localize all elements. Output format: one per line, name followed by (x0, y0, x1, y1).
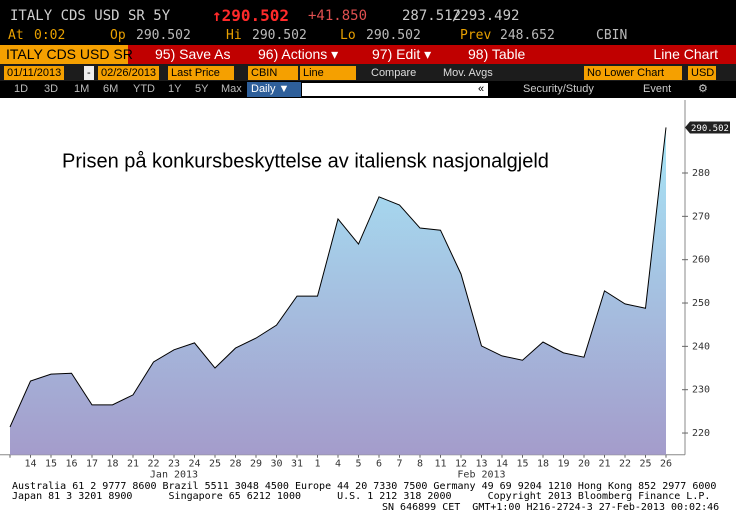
x-tick-label: 22 (147, 459, 159, 470)
stat-value: 290.502 (366, 28, 421, 43)
period-label: Jan 2013 (150, 470, 198, 480)
compare[interactable]: Compare (371, 67, 417, 79)
toolbar-button[interactable]: 96) Actions ▾ (258, 46, 339, 62)
x-tick-label: 19 (557, 459, 569, 470)
period[interactable]: 1Y (168, 83, 182, 95)
period[interactable]: 6M (103, 83, 119, 95)
line (9, 127, 667, 428)
event[interactable]: Event (643, 83, 672, 95)
toolbar-button[interactable]: 98) Table (468, 46, 526, 62)
stat-label: Hi (226, 28, 242, 43)
x-tick-label: 15 (516, 459, 528, 470)
toolbar-button[interactable]: 95) Save As (155, 46, 231, 62)
view-name: Line Chart (653, 46, 718, 62)
x-tick-label: 25 (639, 459, 651, 470)
x-tick-label: 21 (598, 459, 610, 470)
y-tick-label: 240 (692, 341, 710, 352)
frequency[interactable]: Daily ▼ (247, 82, 301, 97)
x-tick-label: 17 (86, 459, 98, 470)
x-tick-label: 11 (434, 459, 446, 470)
bid: 287.512 (402, 8, 462, 24)
source: CBIN (596, 28, 628, 43)
lower-chart[interactable]: No Lower Chart (584, 66, 682, 80)
collapse[interactable]: « (478, 83, 485, 95)
x-tick-label: 14 (496, 459, 508, 470)
x-tick-label: 18 (537, 459, 549, 470)
last-value-label: 290.502 (691, 124, 729, 134)
x-tick-label: 28 (229, 459, 241, 470)
stat-label: Op (110, 28, 126, 43)
x-tick-label: 14 (24, 459, 36, 470)
x-tick-label: 18 (106, 459, 118, 470)
studies[interactable]: Mov. Avgs (443, 67, 493, 79)
end-date[interactable]: 02/26/2013 (98, 66, 160, 80)
x-tick-label: 16 (65, 459, 77, 470)
settings-gear[interactable]: ⚙ (698, 83, 708, 95)
ask: /293.492 (452, 8, 520, 24)
chart: Prisen på konkursbeskyttelse av italiens… (0, 100, 730, 480)
toolbar (0, 45, 736, 64)
style-field[interactable]: Line (300, 66, 356, 80)
x-tick-label: 6 (376, 459, 382, 470)
x-tick-label: 8 (417, 459, 423, 470)
period[interactable]: Max (221, 83, 242, 95)
x-tick-label: 4 (335, 459, 341, 470)
currency[interactable]: USD (688, 66, 716, 80)
stat-value: 0:02 (34, 28, 66, 43)
change: +41.850 (308, 8, 368, 24)
period[interactable]: 3D (44, 83, 59, 95)
x-tick-label: 15 (45, 459, 57, 470)
period[interactable]: 5Y (195, 83, 209, 95)
toolbar-button[interactable]: 97) Edit ▾ (372, 46, 432, 62)
x-tick-label: 5 (355, 459, 361, 470)
footer-line: Japan 81 3 3201 8900 Singapore 65 6212 1… (12, 491, 711, 502)
x-tick-label: 26 (660, 459, 672, 470)
stat-value: 248.652 (500, 28, 555, 43)
y-tick-label: 270 (692, 211, 710, 222)
stat-value: 290.502 (252, 28, 307, 43)
field[interactable]: Last Price (168, 66, 234, 80)
x-tick-label: 20 (578, 459, 590, 470)
x-tick-label: 12 (455, 459, 467, 470)
x-tick-label: 21 (127, 459, 139, 470)
x-tick-label: 13 (475, 459, 487, 470)
area (10, 127, 666, 455)
x-tick-label: 23 (168, 459, 180, 470)
source-field[interactable]: CBIN (248, 66, 298, 80)
x-tick-label: 7 (396, 459, 402, 470)
period[interactable]: 1M (74, 83, 90, 95)
period[interactable]: 1D (14, 83, 29, 95)
stat-label: At (8, 28, 24, 43)
annotation: Prisen på konkursbeskyttelse av italiens… (62, 150, 549, 172)
search-input[interactable] (302, 83, 488, 96)
security-box[interactable]: ITALY CDS USD SR (0, 45, 133, 64)
x-tick-label: 22 (619, 459, 631, 470)
footer-line: SN 646899 CET GMT+1:00 H216-2724-3 27-Fe… (382, 502, 720, 513)
period-label: Feb 2013 (457, 470, 505, 480)
y-tick-label: 220 (692, 428, 710, 439)
y-tick-label: 250 (692, 298, 710, 309)
last-price: ↑290.502 (212, 6, 290, 25)
y-tick-label: 280 (692, 168, 710, 179)
y-tick-label: 230 (692, 385, 710, 396)
stat-label: Lo (340, 28, 356, 43)
start-date[interactable]: 01/11/2013 (4, 66, 65, 80)
study[interactable]: Security/Study (523, 83, 594, 95)
x-tick-label: 29 (250, 459, 262, 470)
x-tick-label: 1 (314, 459, 320, 470)
quote-bar (0, 0, 736, 45)
period[interactable]: YTD (133, 83, 155, 95)
last-value-box (685, 121, 730, 134)
ticker: ITALY CDS USD SR 5Y (10, 8, 171, 24)
x-tick-label: 24 (188, 459, 200, 470)
stat-value: 290.502 (136, 28, 191, 43)
x-tick-label: 31 (291, 459, 303, 470)
separator: - (84, 66, 94, 80)
stat-label: Prev (460, 28, 492, 43)
y-tick-label: 260 (692, 255, 710, 266)
footer-line: Australia 61 2 9777 8600 Brazil 5511 304… (12, 481, 717, 492)
x-tick-label: 30 (270, 459, 282, 470)
x-tick-label: 25 (209, 459, 221, 470)
